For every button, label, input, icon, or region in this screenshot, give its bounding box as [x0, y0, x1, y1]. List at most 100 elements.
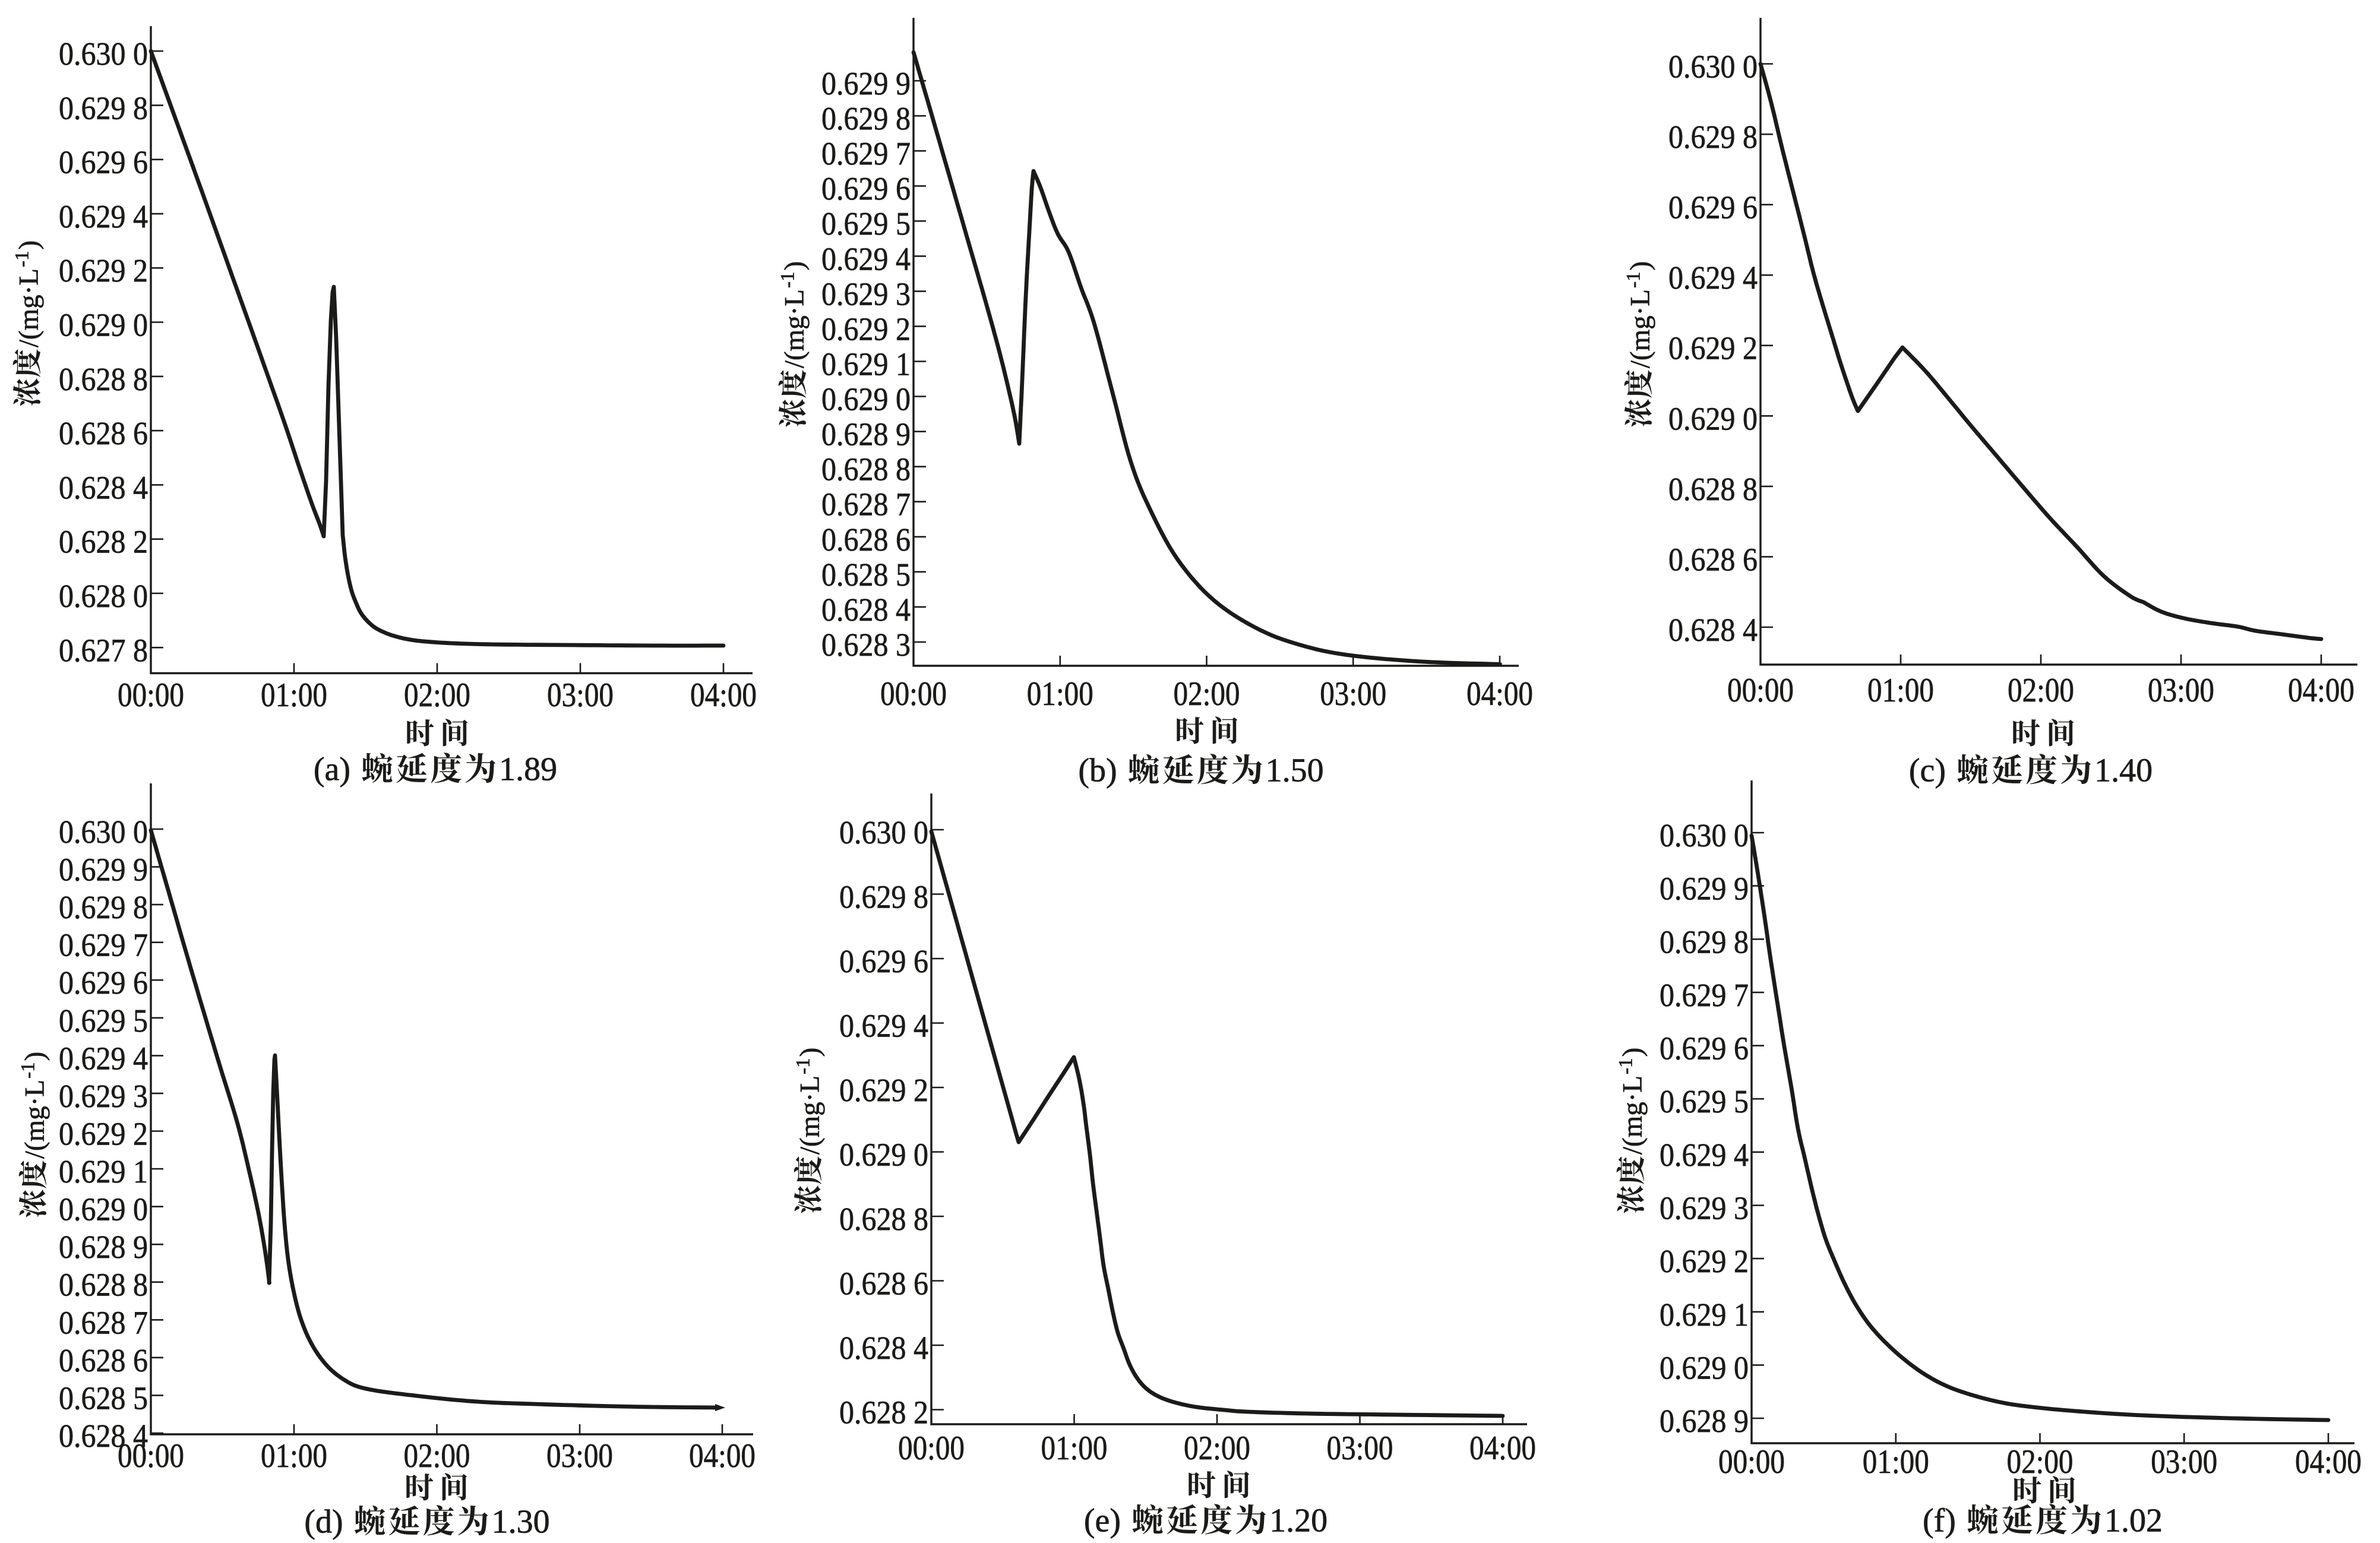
- svg-text:0.629 1: 0.629 1: [59, 1153, 148, 1190]
- svg-text:0.628 6: 0.628 6: [59, 1342, 148, 1378]
- svg-text:0.629 8: 0.629 8: [59, 889, 148, 925]
- svg-text:0.628 3: 0.628 3: [821, 627, 911, 663]
- svg-text:-1: -1: [18, 1062, 39, 1079]
- svg-text:/(mg·L: /(mg·L: [795, 1076, 826, 1155]
- svg-text:0.629 5: 0.629 5: [59, 1003, 148, 1039]
- svg-text:0.629 9: 0.629 9: [1660, 871, 1749, 907]
- svg-text:0.629 7: 0.629 7: [821, 135, 911, 172]
- svg-text:0.629 4: 0.629 4: [59, 1040, 148, 1076]
- svg-text:0.628 6: 0.628 6: [1668, 541, 1758, 577]
- svg-text:0.628 6: 0.628 6: [839, 1266, 928, 1302]
- svg-text:03:00: 03:00: [1327, 1430, 1393, 1467]
- svg-text:/(mg·L: /(mg·L: [1625, 289, 1656, 368]
- svg-text:): ): [1625, 261, 1656, 271]
- svg-text:/(mg·L: /(mg·L: [1617, 1076, 1648, 1155]
- svg-text:0.629 0: 0.629 0: [821, 381, 911, 418]
- svg-text:1.20: 1.20: [1269, 1503, 1328, 1539]
- svg-text:0.629 8: 0.629 8: [1660, 924, 1749, 960]
- svg-text:(f): (f): [1923, 1503, 1956, 1539]
- svg-text:01:00: 01:00: [1027, 675, 1093, 713]
- svg-text:0.629 6: 0.629 6: [59, 965, 148, 1001]
- svg-text:0.628 9: 0.628 9: [1660, 1403, 1749, 1439]
- svg-text:0.628 4: 0.628 4: [821, 592, 911, 628]
- svg-text:0.628 9: 0.628 9: [59, 1229, 148, 1265]
- svg-text:02:00: 02:00: [2007, 1443, 2074, 1481]
- svg-text:0.628 6: 0.628 6: [59, 415, 148, 451]
- svg-text:04:00: 04:00: [1466, 675, 1533, 713]
- svg-text:00:00: 00:00: [898, 1430, 965, 1467]
- svg-text:0.628 5: 0.628 5: [59, 1380, 148, 1416]
- svg-text:02:00: 02:00: [1174, 675, 1240, 713]
- svg-text:0.628 6: 0.628 6: [821, 521, 911, 558]
- svg-text:0.629 4: 0.629 4: [839, 1008, 928, 1044]
- svg-text:00:00: 00:00: [1718, 1443, 1785, 1481]
- svg-text:0.630 0: 0.630 0: [839, 814, 928, 850]
- svg-text:0.629 2: 0.629 2: [1660, 1243, 1749, 1279]
- svg-text:01:00: 01:00: [1863, 1443, 1929, 1481]
- svg-text:0.629 4: 0.629 4: [1660, 1137, 1749, 1173]
- svg-text:0.628 4: 0.628 4: [59, 469, 148, 505]
- svg-text:0.629 8: 0.629 8: [1668, 119, 1758, 155]
- svg-text:1.50: 1.50: [1266, 752, 1324, 789]
- svg-text:0.629 0: 0.629 0: [1668, 400, 1758, 437]
- svg-text:0.629 5: 0.629 5: [1660, 1083, 1749, 1120]
- svg-text:0.629 7: 0.629 7: [1660, 977, 1749, 1013]
- svg-text:0.629 3: 0.629 3: [1660, 1190, 1749, 1226]
- svg-text:0.629 0: 0.629 0: [59, 307, 148, 343]
- svg-text:): ): [779, 261, 810, 271]
- svg-text:0.629 3: 0.629 3: [59, 1078, 148, 1114]
- svg-text:-1: -1: [1616, 1058, 1637, 1074]
- svg-text:00:00: 00:00: [118, 676, 184, 714]
- svg-text:03:00: 03:00: [546, 1437, 613, 1475]
- svg-text:0.630 0: 0.630 0: [59, 36, 148, 72]
- svg-text:1.40: 1.40: [2094, 752, 2153, 789]
- svg-text:0.628 2: 0.628 2: [839, 1395, 928, 1431]
- svg-text:03:00: 03:00: [2151, 1443, 2217, 1481]
- svg-text:0.629 1: 0.629 1: [821, 346, 911, 382]
- svg-text:04:00: 04:00: [689, 1437, 756, 1475]
- svg-text:0.629 4: 0.629 4: [59, 198, 148, 235]
- svg-text:0.629 6: 0.629 6: [839, 943, 928, 979]
- svg-text:0.628 4: 0.628 4: [839, 1330, 928, 1366]
- svg-text:0.629 7: 0.629 7: [59, 927, 148, 963]
- svg-text:0.629 3: 0.629 3: [821, 276, 911, 312]
- svg-text:01:00: 01:00: [1867, 672, 1934, 709]
- svg-text:(c): (c): [1909, 752, 1946, 789]
- svg-text:0.627 8: 0.627 8: [59, 632, 148, 668]
- svg-text:0.629 6: 0.629 6: [1668, 189, 1758, 226]
- svg-text:02:00: 02:00: [1184, 1430, 1250, 1467]
- svg-text:0.629 2: 0.629 2: [821, 311, 911, 347]
- svg-text:(d): (d): [304, 1504, 343, 1541]
- svg-text:0.628 9: 0.628 9: [821, 416, 911, 453]
- svg-text:01:00: 01:00: [261, 676, 327, 714]
- svg-text:0.628 0: 0.628 0: [59, 578, 148, 614]
- svg-text:1.02: 1.02: [2104, 1503, 2163, 1539]
- svg-text:0.630 0: 0.630 0: [1660, 817, 1749, 853]
- svg-text:03:00: 03:00: [2148, 672, 2214, 709]
- svg-text:03:00: 03:00: [1320, 675, 1386, 713]
- svg-text:04:00: 04:00: [2288, 672, 2354, 709]
- svg-text:04:00: 04:00: [1469, 1430, 1536, 1467]
- svg-text:02:00: 02:00: [404, 676, 470, 714]
- svg-text:(e): (e): [1084, 1503, 1121, 1539]
- svg-text:04:00: 04:00: [690, 676, 757, 714]
- svg-text:0.628 2: 0.628 2: [59, 524, 148, 560]
- svg-text:02:00: 02:00: [2008, 672, 2074, 709]
- svg-text:0.628 8: 0.628 8: [1668, 471, 1758, 507]
- svg-text:01:00: 01:00: [261, 1437, 327, 1475]
- svg-text:/(mg·L: /(mg·L: [779, 289, 810, 368]
- svg-text:): ): [1617, 1048, 1648, 1057]
- svg-text:0.629 2: 0.629 2: [1668, 330, 1758, 366]
- svg-text:0.629 5: 0.629 5: [821, 205, 911, 242]
- svg-text:00:00: 00:00: [1727, 672, 1794, 709]
- svg-text:0.629 2: 0.629 2: [59, 252, 148, 289]
- svg-text:0.628 4: 0.628 4: [59, 1418, 148, 1454]
- svg-text:0.628 8: 0.628 8: [59, 1267, 148, 1303]
- svg-text:): ): [795, 1048, 826, 1057]
- svg-text:): ): [20, 1052, 50, 1061]
- svg-text:0.628 8: 0.628 8: [59, 361, 148, 397]
- svg-text:0.629 6: 0.629 6: [1660, 1030, 1749, 1067]
- svg-text:0.628 8: 0.628 8: [839, 1201, 928, 1237]
- svg-text:0.629 8: 0.629 8: [59, 90, 148, 126]
- svg-text:0.629 2: 0.629 2: [59, 1116, 148, 1152]
